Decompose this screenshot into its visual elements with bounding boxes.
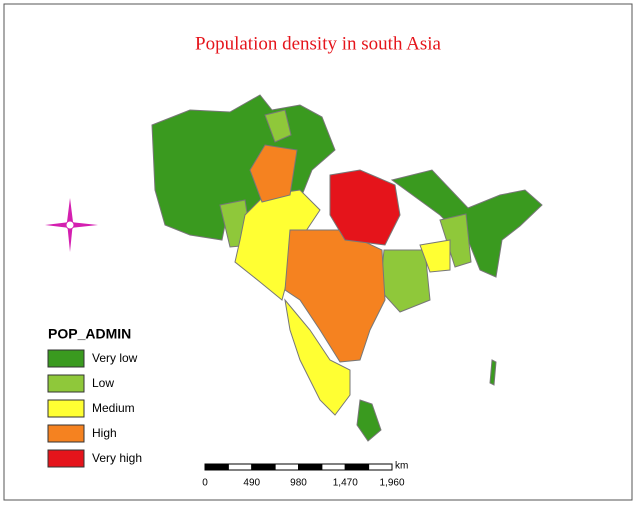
scale-label: 980: [290, 478, 307, 489]
compass-rose: [45, 198, 98, 252]
legend-label: Very low: [92, 351, 138, 365]
region: [329, 169, 401, 246]
scale-label: 490: [243, 478, 260, 489]
legend-label: Low: [92, 376, 114, 390]
region: [419, 239, 451, 273]
scale-label: 1,960: [379, 478, 404, 489]
legend-swatch: [47, 449, 85, 468]
legend-label: Medium: [92, 401, 135, 415]
scale-label: 0: [202, 478, 208, 489]
scale-bar: 0 490 980 1,470 1,960 km: [202, 461, 408, 489]
scale-segment: [204, 463, 229, 471]
scale-segment: [344, 463, 370, 471]
legend-swatch: [47, 374, 85, 393]
scale-segment: [298, 463, 323, 471]
region: [356, 399, 382, 442]
region: [264, 109, 292, 143]
region: [489, 359, 497, 386]
legend-label: High: [92, 426, 117, 440]
legend-swatch: [47, 349, 85, 368]
map-title: Population density in south Asia: [195, 33, 442, 54]
legend-swatch: [47, 399, 85, 418]
scale-segment: [274, 463, 299, 471]
legend-label: Very high: [92, 451, 142, 465]
scale-label: 1,470: [333, 478, 358, 489]
region: [284, 298, 351, 416]
scale-segment: [368, 463, 393, 471]
region: [249, 144, 298, 203]
legend-title: POP_ADMIN: [48, 326, 131, 342]
scale-segment: [251, 463, 276, 471]
map: [151, 94, 543, 442]
scale-segment: [321, 463, 346, 471]
scale-unit: km: [395, 461, 408, 472]
scale-segment: [227, 463, 253, 471]
legend-swatch: [47, 424, 85, 443]
legend: POP_ADMIN Very low Low Medium High Very high: [47, 326, 142, 468]
